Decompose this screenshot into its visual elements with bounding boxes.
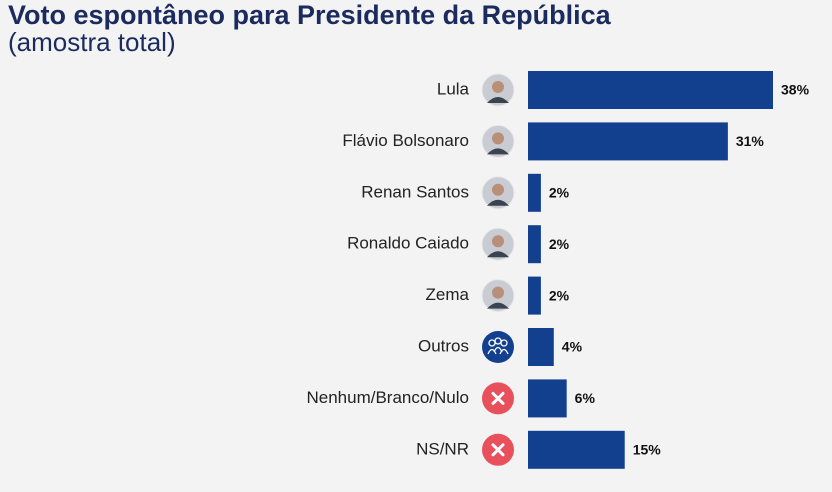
icon-head	[492, 81, 504, 93]
icon	[481, 124, 515, 158]
value-label: 2%	[549, 236, 570, 252]
icon-body	[487, 302, 509, 309]
bar	[528, 276, 541, 315]
icon-head	[492, 286, 504, 299]
category-label: Lula	[437, 79, 470, 98]
icon	[482, 331, 514, 363]
icon	[481, 279, 515, 313]
category-label: Nenhum/Branco/Nulo	[306, 388, 469, 407]
icon-body	[487, 97, 509, 103]
icon-body	[487, 148, 509, 155]
icon	[482, 433, 514, 466]
value-label: 31%	[736, 133, 765, 149]
value-label: 2%	[549, 287, 570, 303]
icon-body	[487, 251, 509, 258]
icon-body	[487, 348, 497, 355]
category-label: Flávio Bolsonaro	[342, 131, 469, 150]
bar	[528, 328, 554, 366]
value-label: 4%	[562, 339, 583, 355]
chart-subtitle: (amostra total)	[8, 27, 176, 57]
category-label: Outros	[418, 336, 469, 355]
category-label: Renan Santos	[361, 182, 469, 201]
icon	[481, 176, 515, 210]
icon-head	[492, 183, 504, 196]
value-label: 15%	[633, 442, 662, 458]
value-label: 38%	[781, 82, 810, 98]
icon-body	[487, 199, 509, 206]
icon	[481, 227, 515, 261]
bar	[528, 173, 541, 212]
bar	[528, 71, 773, 109]
category-label: NS/NR	[416, 439, 469, 458]
category-label: Zema	[426, 285, 470, 304]
icon	[481, 73, 515, 107]
value-label: 6%	[575, 390, 596, 406]
icon-head	[500, 339, 508, 347]
bar	[528, 379, 567, 418]
icon-head	[492, 132, 504, 145]
icon	[482, 382, 514, 415]
chart-title: Voto espontâneo para Presidente da Repúb…	[8, 0, 612, 30]
bar	[528, 225, 541, 264]
icon-body	[499, 348, 509, 355]
icon-x	[491, 391, 505, 405]
bar	[528, 122, 728, 161]
icon-x	[491, 443, 505, 457]
icon-head	[492, 235, 504, 248]
category-label: Ronaldo Caiado	[347, 234, 469, 253]
bar	[528, 430, 625, 469]
value-label: 2%	[549, 185, 570, 201]
